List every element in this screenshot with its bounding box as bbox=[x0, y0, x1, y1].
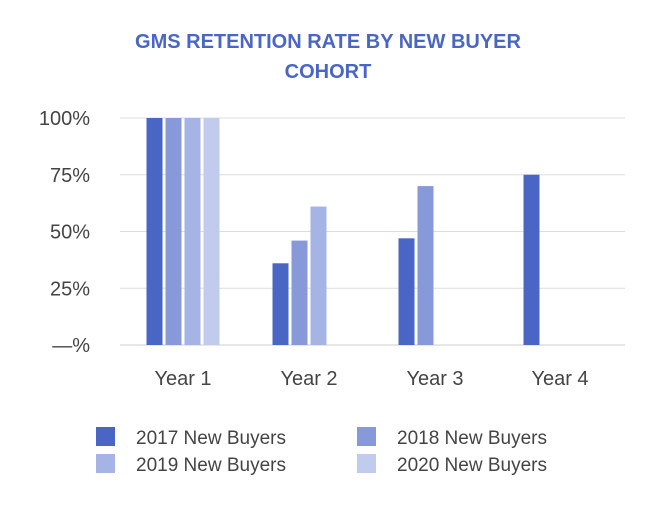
x-tick-label: Year 4 bbox=[531, 368, 588, 390]
legend: 2017 New Buyers 2018 New Buyers 2019 New B… bbox=[96, 427, 547, 476]
legend-label: 2017 New Buyers bbox=[136, 428, 286, 449]
y-tick-label: 100% bbox=[39, 108, 90, 130]
y-tick-label: 50% bbox=[50, 222, 90, 244]
legend-label: 2020 New Buyers bbox=[397, 455, 547, 476]
legend-swatch bbox=[357, 427, 376, 446]
y-tick-label: 75% bbox=[50, 165, 90, 187]
bar-2018-new-buyers-year-3 bbox=[417, 186, 434, 345]
bar-2017-new-buyers-year-4 bbox=[523, 174, 540, 345]
x-tick-label: Year 2 bbox=[280, 368, 337, 390]
legend-label: 2018 New Buyers bbox=[397, 428, 547, 449]
y-axis-ticks: —% 25% 50% 75% 100% bbox=[39, 108, 90, 357]
bar-2017-new-buyers-year-2 bbox=[272, 263, 289, 345]
x-axis-ticks: Year 1 Year 2 Year 3 Year 4 bbox=[154, 368, 588, 390]
bar-2019-new-buyers-year-2 bbox=[310, 206, 327, 345]
bar-2019-new-buyers-year-1 bbox=[184, 118, 201, 345]
bar-2017-new-buyers-year-3 bbox=[398, 238, 415, 345]
y-tick-label: —% bbox=[52, 335, 90, 357]
x-tick-label: Year 3 bbox=[406, 368, 463, 390]
bar-2020-new-buyers-year-1 bbox=[203, 118, 220, 345]
chart-title-line-1: GMS RETENTION RATE BY NEW BUYER bbox=[135, 31, 522, 53]
legend-swatch bbox=[357, 454, 376, 473]
legend-label: 2019 New Buyers bbox=[136, 455, 286, 476]
legend-swatch bbox=[96, 454, 115, 473]
legend-swatch bbox=[96, 427, 115, 446]
x-tick-label: Year 1 bbox=[154, 368, 211, 390]
chart-title: GMS RETENTION RATE BY NEW BUYER COHORT bbox=[135, 31, 522, 83]
bar-2018-new-buyers-year-1 bbox=[165, 118, 182, 345]
bars bbox=[146, 118, 540, 345]
y-tick-label: 25% bbox=[50, 278, 90, 300]
bar-2018-new-buyers-year-2 bbox=[291, 240, 308, 345]
chart-title-line-2: COHORT bbox=[285, 61, 372, 83]
bar-2017-new-buyers-year-1 bbox=[146, 118, 163, 345]
